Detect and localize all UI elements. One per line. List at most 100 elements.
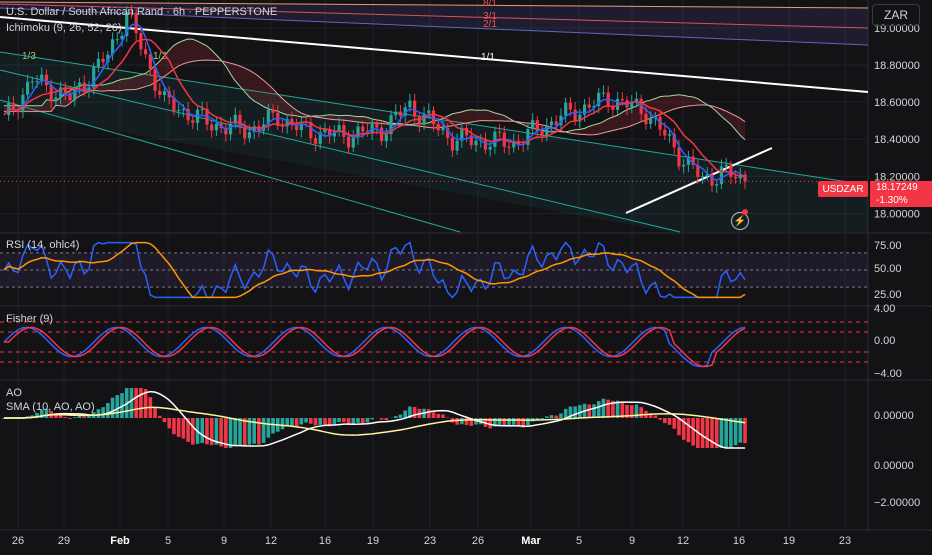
ao-bar xyxy=(158,416,162,418)
ao-bar xyxy=(512,418,516,425)
ao-bar xyxy=(460,418,464,424)
x-tick-label: 26 xyxy=(472,535,484,547)
x-tick-label: Feb xyxy=(110,535,130,547)
ao-bar xyxy=(111,398,115,418)
currency-selector[interactable]: ZAR xyxy=(872,4,920,26)
ao-bar xyxy=(318,418,322,425)
ao-bar xyxy=(385,418,389,420)
candle-body xyxy=(564,103,567,116)
ao-bar xyxy=(517,418,521,426)
last-price: 18.17249 xyxy=(876,181,932,194)
fisher-tick: −4.00 xyxy=(874,368,902,380)
ao-bar xyxy=(729,418,733,447)
candle-body xyxy=(621,99,624,100)
candle-body xyxy=(701,176,704,177)
candle-body xyxy=(191,120,194,122)
candle-body xyxy=(31,81,34,82)
ao-bar xyxy=(672,418,676,429)
candle-body xyxy=(569,103,572,110)
candle-body xyxy=(78,83,81,87)
ao-bar xyxy=(262,418,266,443)
candle-body xyxy=(437,124,440,130)
x-tick-label: 26 xyxy=(12,535,24,547)
ao-bar xyxy=(427,409,431,418)
ao-bar xyxy=(304,418,308,422)
candle-body xyxy=(441,128,444,130)
candle-body xyxy=(427,110,430,113)
candle-body xyxy=(35,81,38,82)
ao-bar xyxy=(163,418,167,422)
candle-body xyxy=(196,110,199,123)
ao-label[interactable]: AO xyxy=(6,387,22,399)
x-tick-label: 16 xyxy=(733,535,745,547)
candle-body xyxy=(489,147,492,150)
ao-tick: −2.00000 xyxy=(874,497,920,509)
ao-bar xyxy=(677,418,681,435)
ao-bar xyxy=(597,401,601,418)
candle-body xyxy=(649,118,652,124)
ao-bar xyxy=(663,418,667,423)
y-tick-label: 18.00000 xyxy=(874,208,920,220)
ao-bar xyxy=(243,418,247,446)
candle-body xyxy=(163,91,166,95)
fib-label: 1/1 xyxy=(481,52,495,63)
x-tick-label: 23 xyxy=(839,535,851,547)
candle-body xyxy=(215,124,218,131)
ao-bar xyxy=(347,418,351,424)
candle-body xyxy=(144,49,147,54)
ao-bar xyxy=(238,418,242,445)
ao-bar xyxy=(361,418,365,423)
ao-bar xyxy=(550,415,554,418)
candle-body xyxy=(26,82,29,95)
ao-bar xyxy=(507,418,511,426)
ao-bar xyxy=(540,418,544,419)
ao-bar xyxy=(545,416,549,418)
candle-body xyxy=(531,120,534,129)
candle-body xyxy=(574,110,577,122)
x-tick-label: 12 xyxy=(677,535,689,547)
ao-bar xyxy=(592,404,596,418)
candle-body xyxy=(347,137,350,148)
ao-bar xyxy=(705,418,709,448)
fib-label: 2/1 xyxy=(483,19,497,30)
ao-bar xyxy=(191,418,195,445)
ao-bar xyxy=(394,416,398,418)
ao-bar xyxy=(351,418,355,424)
ao-bar xyxy=(710,418,714,448)
symbol-badge: USDZAR xyxy=(818,181,868,197)
last-price-tag: 18.17249 -1.30% xyxy=(870,181,932,207)
ao-bar xyxy=(200,418,204,443)
candle-body xyxy=(682,165,685,167)
chart-title: U.S. Dollar / South African Rand · 6h · … xyxy=(6,6,277,18)
ao-bar xyxy=(436,414,440,418)
candle-body xyxy=(418,117,421,125)
rsi-tick: 50.00 xyxy=(874,263,902,275)
ao-bar xyxy=(370,418,374,419)
ao-bar xyxy=(134,388,138,418)
candle-body xyxy=(158,91,161,95)
fisher-label[interactable]: Fisher (9) xyxy=(6,313,53,325)
candle-body xyxy=(715,184,718,185)
ao-bar xyxy=(356,418,360,423)
candle-body xyxy=(139,33,142,49)
ao-bar xyxy=(366,418,370,423)
ao-bar xyxy=(139,388,143,418)
ao-bar xyxy=(97,409,101,418)
ao-sma-label[interactable]: SMA (10, AO, AO) xyxy=(6,401,95,413)
fisher-tick: 4.00 xyxy=(874,303,895,315)
candle-body xyxy=(668,134,671,136)
rsi-label[interactable]: RSI (14, ohlc4) xyxy=(6,239,79,251)
ao-tick: 0.00000 xyxy=(874,460,914,472)
x-tick-label: 9 xyxy=(221,535,227,547)
ao-bar xyxy=(177,418,181,437)
rsi-tick: 75.00 xyxy=(874,240,902,252)
candle-body xyxy=(588,104,591,107)
candle-body xyxy=(243,127,246,138)
ichimoku-label[interactable]: Ichimoku (9, 26, 52, 26) xyxy=(6,22,122,34)
fib-label: 8/1 xyxy=(483,0,497,9)
candle-body xyxy=(356,126,359,137)
ao-bar xyxy=(342,418,346,422)
candle-body xyxy=(102,59,105,62)
x-tick-label: 5 xyxy=(576,535,582,547)
